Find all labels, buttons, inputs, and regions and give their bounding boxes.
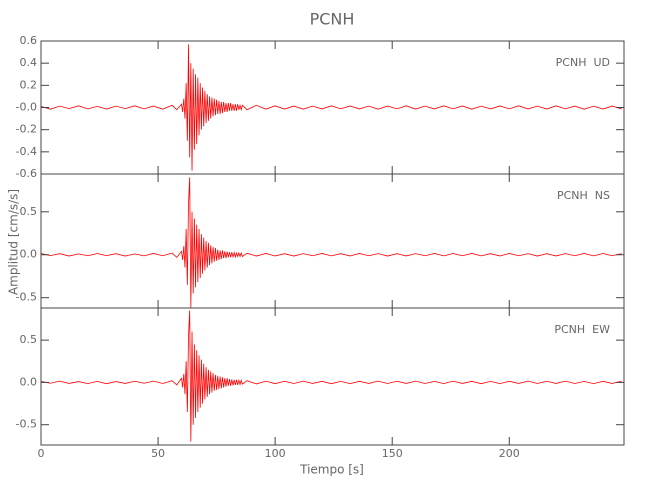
y-tick-label: 0.0 [20,248,38,261]
panel-label: PCNH NS [557,189,610,202]
panel-label: PCNH EW [554,323,610,336]
y-tick-label: -0.0 [16,101,37,114]
y-tick-label: -0.5 [16,291,37,304]
x-tick-label: 0 [38,447,45,460]
chart-title: PCNH [310,10,355,29]
y-tick-label: 0.5 [20,205,38,218]
y-tick-label: 0.4 [20,56,38,69]
trace [40,310,622,442]
x-tick-label: 50 [151,447,165,460]
trace [40,44,622,171]
y-tick-label: -0.2 [16,123,37,136]
panel-label: PCNH UD [556,56,610,69]
panel-frame [40,173,625,309]
y-tick-label: 0.6 [20,34,38,47]
x-tick-label: 150 [382,447,403,460]
x-tick-label: 100 [265,447,286,460]
y-tick-label: 0.2 [20,78,38,91]
y-tick-label: -0.5 [16,418,37,431]
x-axis-label: Tiempo [s] [299,463,364,477]
y-tick-label: 0.0 [20,375,38,388]
y-tick-label: -0.4 [16,145,37,158]
x-tick-label: 200 [499,447,520,460]
trace [40,177,622,309]
panel-frame [40,307,625,446]
y-axis-label: Amplitud [cm/s/s] [7,189,21,295]
y-tick-label: -0.6 [16,167,37,180]
y-tick-label: 0.5 [20,333,38,346]
